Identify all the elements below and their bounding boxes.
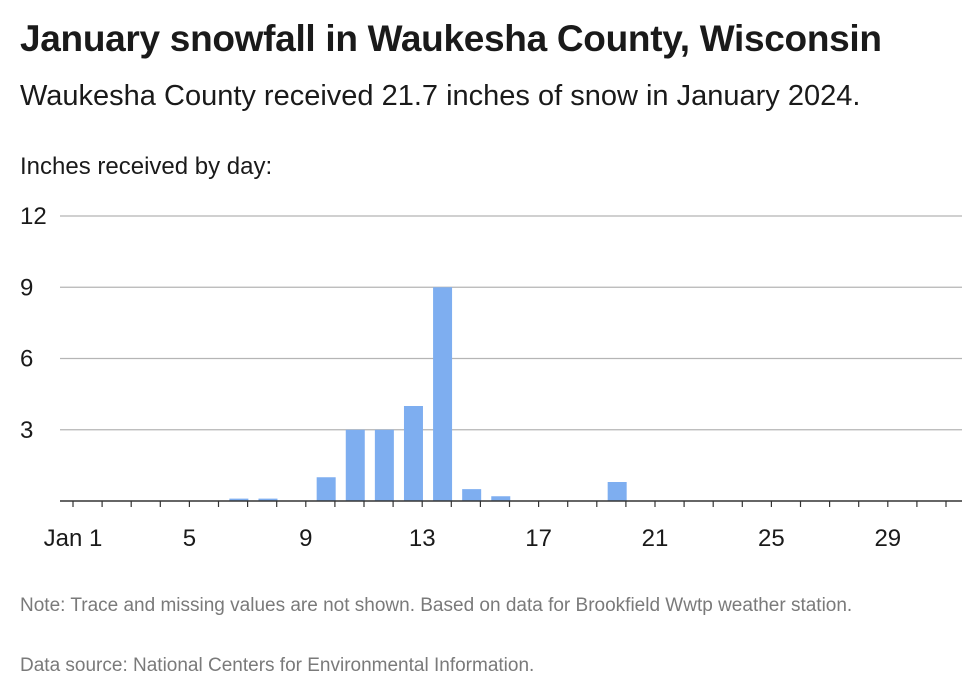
y-tick-label-6: 6 <box>20 346 33 373</box>
x-tick-label-1: Jan 1 <box>44 525 103 552</box>
bar-jan-14 <box>462 489 482 501</box>
x-tick-label-9: 9 <box>299 525 312 552</box>
bar-jan-13 <box>433 287 453 501</box>
x-tick-label-25: 25 <box>758 525 785 552</box>
bar-jan-9 <box>316 477 336 501</box>
bar-jan-10 <box>345 429 365 501</box>
y-tick-label-9: 9 <box>20 274 33 301</box>
bar-jan-6 <box>229 498 249 501</box>
x-tick-label-21: 21 <box>642 525 669 552</box>
x-tick-labels: Jan 1 5 9 13 17 21 25 29 <box>44 525 902 552</box>
bars <box>229 287 627 501</box>
bar-jan-12 <box>403 406 423 501</box>
x-tick-label-17: 17 <box>525 525 552 552</box>
data-source: Data source: National Centers for Enviro… <box>20 655 535 676</box>
bar-jan-19 <box>607 482 627 501</box>
y-tick-label-12: 12 <box>20 203 47 230</box>
bar-jan-7 <box>258 498 278 501</box>
y-tick-labels: 3 6 9 12 <box>20 203 47 444</box>
footnote: Note: Trace and missing values are not s… <box>20 595 853 616</box>
y-tick-label-3: 3 <box>20 417 33 444</box>
snowfall-bar-chart: 3 6 9 12 Jan 1 5 9 13 17 21 25 29 <box>20 203 962 552</box>
bar-jan-15 <box>491 496 511 501</box>
chart-title: January snowfall in Waukesha County, Wis… <box>20 18 882 59</box>
x-tick-label-5: 5 <box>183 525 196 552</box>
x-axis <box>60 500 962 507</box>
x-tick-label-13: 13 <box>409 525 436 552</box>
chart-subtitle: Waukesha County received 21.7 inches of … <box>20 80 861 112</box>
gridlines <box>60 215 962 431</box>
y-axis-unit-label: Inches received by day: <box>20 153 273 180</box>
bar-jan-11 <box>374 429 394 501</box>
x-tick-label-29: 29 <box>874 525 901 552</box>
